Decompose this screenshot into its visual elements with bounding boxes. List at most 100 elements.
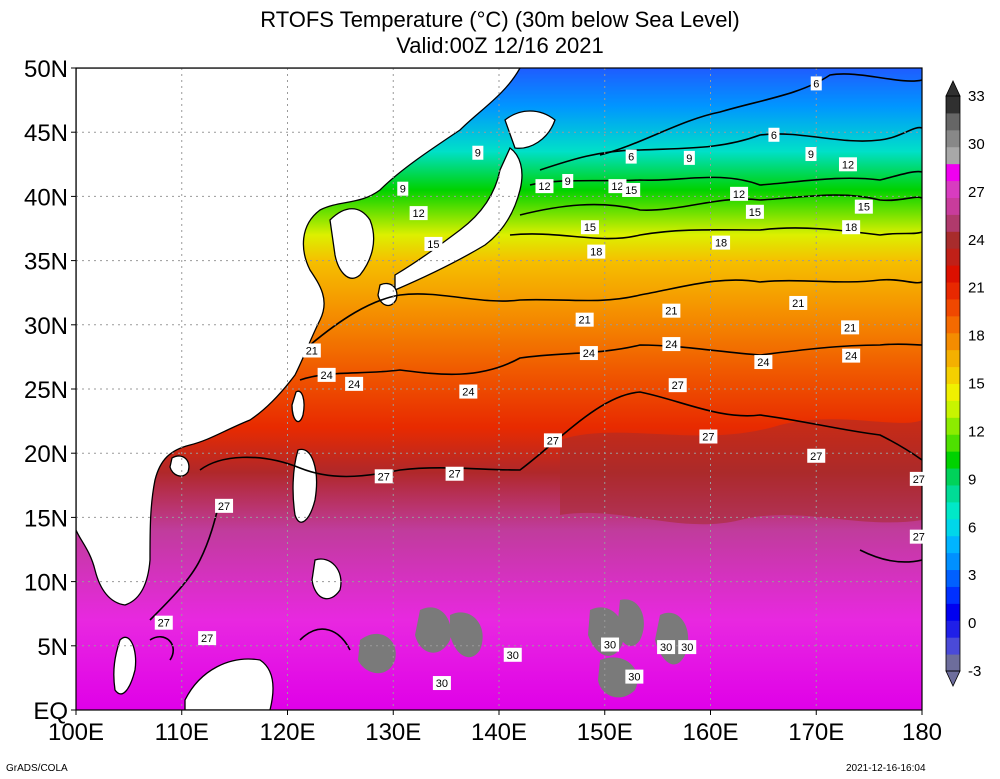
colorbar-swatch bbox=[946, 315, 960, 334]
malay-peninsula bbox=[113, 636, 137, 695]
colorbar-swatch bbox=[946, 96, 960, 114]
contour-label-box bbox=[409, 206, 428, 221]
contour-label-box bbox=[662, 337, 681, 352]
contour-label-box bbox=[854, 199, 873, 214]
contour-label-box bbox=[657, 640, 676, 655]
contour-label-box bbox=[807, 448, 826, 463]
contour-label: 24 bbox=[754, 355, 773, 370]
contour-label-text: 27 bbox=[913, 474, 925, 486]
contour-label: 9 bbox=[472, 145, 484, 160]
contour-label-text: 27 bbox=[201, 633, 213, 645]
contour-label-box bbox=[579, 346, 598, 361]
colorbar-label: 21 bbox=[968, 280, 985, 297]
contour-label-box bbox=[678, 640, 697, 655]
grid-lines bbox=[76, 68, 922, 710]
contour-label-text: 21 bbox=[579, 315, 591, 327]
colorbar-max-arrow bbox=[945, 80, 961, 97]
contour-label-text: 6 bbox=[628, 152, 634, 164]
contour-27-south bbox=[149, 499, 922, 621]
footer-timestamp: 2021-12-16-16:04 bbox=[846, 763, 926, 774]
contour-label-box bbox=[754, 355, 773, 370]
contour-18 bbox=[509, 227, 922, 240]
contour-21 bbox=[309, 278, 922, 346]
contour-label-box bbox=[302, 343, 321, 358]
contour-label-box bbox=[789, 295, 808, 310]
contour-label-text: 24 bbox=[757, 357, 769, 369]
contour-label: 30 bbox=[625, 669, 644, 684]
contour-label-box bbox=[374, 469, 393, 484]
contour-label-box bbox=[768, 127, 780, 142]
contour-label-box bbox=[842, 220, 861, 235]
contour-label-text: 18 bbox=[715, 238, 727, 250]
contour-label: 12 bbox=[409, 206, 428, 221]
contour-label-box bbox=[622, 182, 641, 197]
x-tick-label: 120E bbox=[259, 719, 315, 746]
contour-label: 24 bbox=[662, 337, 681, 352]
contour-label-box bbox=[575, 312, 594, 327]
footer-credit: GrADS/COLA bbox=[6, 763, 68, 774]
contour-label: 9 bbox=[683, 150, 695, 165]
x-tick-label: 110E bbox=[155, 719, 209, 746]
contour-6 bbox=[599, 73, 922, 156]
borneo-island bbox=[184, 658, 274, 710]
y-tick-label: EQ bbox=[33, 698, 68, 725]
contour-label: 21 bbox=[662, 303, 681, 318]
colorbar-swatch bbox=[946, 451, 960, 469]
colorbar-swatch bbox=[946, 603, 960, 621]
contour-label-text: 30 bbox=[436, 678, 448, 690]
contour-label-text: 27 bbox=[702, 432, 714, 444]
colorbar-swatch bbox=[946, 484, 960, 503]
hokkaido-island bbox=[504, 110, 556, 149]
contour-label-box bbox=[909, 471, 928, 486]
contour-label-text: 30 bbox=[628, 672, 640, 684]
contour-label-text: 24 bbox=[462, 387, 474, 399]
colorbar-swatch bbox=[946, 417, 960, 435]
colorbar-swatch bbox=[946, 552, 960, 571]
colorbar-swatch bbox=[946, 535, 960, 554]
contour-label-text: 27 bbox=[913, 532, 925, 544]
contour-label: 27 bbox=[909, 471, 928, 486]
contour-label-box bbox=[198, 631, 217, 646]
contour-label: 21 bbox=[302, 343, 321, 358]
contour-label-text: 9 bbox=[400, 184, 406, 196]
contour-label-text: 30 bbox=[660, 642, 672, 654]
map-subtitle: Valid:00Z 12/16 2021 bbox=[396, 33, 604, 58]
contour-label: 27 bbox=[543, 433, 562, 448]
colorbar: -3 0 3 6 9 12 15 18 21 24 27 30 33 bbox=[945, 80, 985, 687]
y-tick-label: 15N bbox=[24, 505, 68, 532]
colorbar-label: 6 bbox=[968, 519, 976, 536]
colorbar-swatch bbox=[946, 282, 960, 300]
x-tick-label: 140E bbox=[471, 719, 527, 746]
colorbar-swatch bbox=[946, 163, 960, 182]
colorbar-swatch bbox=[946, 366, 960, 384]
colorbar-label: 27 bbox=[968, 184, 985, 201]
x-axis: 100E 110E 120E 130E 140E 150E 160E 170E 180 bbox=[48, 710, 942, 746]
contour-label: 21 bbox=[575, 312, 594, 327]
contour-label: 24 bbox=[842, 348, 861, 363]
colorbar-swatch bbox=[946, 349, 960, 368]
contour-label-text: 18 bbox=[590, 247, 602, 259]
contour-label: 27 bbox=[198, 631, 217, 646]
contour-label-box bbox=[503, 647, 522, 662]
contour-label-text: 9 bbox=[808, 149, 814, 161]
colorbar-swatch bbox=[946, 265, 960, 283]
contour-label: 6 bbox=[768, 127, 780, 142]
asia-mainland bbox=[76, 68, 521, 606]
colorbar-swatch bbox=[946, 400, 960, 418]
colorbar-swatch bbox=[946, 129, 960, 148]
contour-30-west bbox=[149, 628, 351, 661]
contour-label: 24 bbox=[317, 367, 336, 382]
contour-label-box bbox=[841, 320, 860, 335]
contour-15 bbox=[519, 194, 922, 216]
contour-label-text: 9 bbox=[565, 176, 571, 188]
colorbar-label: 33 bbox=[968, 88, 985, 105]
contour-label: 24 bbox=[345, 376, 364, 391]
contour-label-text: 12 bbox=[413, 208, 425, 220]
contour-label: 27 bbox=[909, 529, 928, 544]
contour-label-text: 9 bbox=[686, 153, 692, 165]
contour-label-text: 24 bbox=[583, 348, 595, 360]
contour-label: 18 bbox=[712, 235, 731, 250]
colorbar-swatch bbox=[946, 231, 960, 249]
contour-label: 30 bbox=[657, 640, 676, 655]
